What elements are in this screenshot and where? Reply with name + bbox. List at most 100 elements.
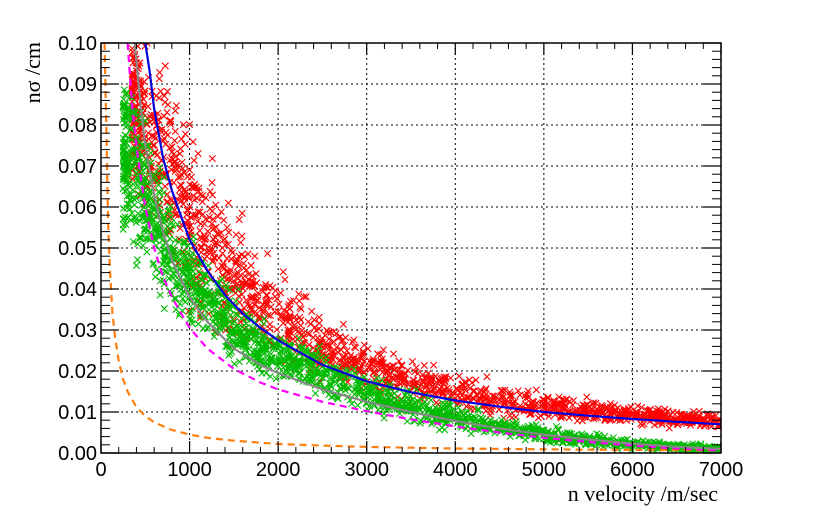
scatter-marker (162, 268, 171, 276)
scatter-marker (328, 347, 336, 356)
scatter-marker (495, 396, 503, 404)
y-tick-label: 0.04 (58, 279, 97, 301)
scatter-marker (201, 232, 209, 240)
scatter-marker (199, 191, 207, 200)
scatter-marker (190, 156, 198, 165)
scatter-marker (130, 159, 138, 167)
scatter-marker (181, 140, 189, 148)
scatter-marker (523, 390, 531, 398)
scatter-marker (677, 411, 685, 419)
scatter-marker (448, 391, 456, 399)
scatter-marker (561, 405, 569, 413)
scatter-marker (141, 235, 150, 243)
scatter-marker (295, 297, 303, 305)
scatter-marker (155, 170, 163, 178)
scatter-marker (212, 301, 220, 309)
scatter-marker (351, 344, 360, 352)
scatter-marker (482, 384, 490, 393)
scatter-marker (354, 401, 362, 409)
scatter-marker (172, 157, 180, 166)
scatter-marker (340, 352, 348, 360)
scatter-marker (439, 389, 447, 397)
x-tick-label: 0 (95, 459, 106, 481)
scatter-marker (196, 269, 204, 278)
scatter-marker (121, 102, 129, 110)
scatter-marker (179, 121, 188, 129)
scatter-marker (267, 353, 276, 362)
scatter-marker (265, 296, 273, 304)
scatter-marker (264, 249, 272, 258)
scatter-marker (511, 398, 519, 406)
scatter-marker (166, 117, 174, 125)
scatter-marker (211, 234, 220, 242)
scatter-marker (357, 352, 366, 360)
scatter-marker (156, 164, 164, 172)
scatter-marker (157, 87, 165, 95)
scatter-marker (386, 363, 394, 371)
scatter-marker (526, 410, 535, 418)
scatter-marker (601, 416, 609, 425)
scatter-marker (176, 192, 184, 200)
scatter-marker (225, 334, 233, 342)
scatter-marker (214, 212, 222, 220)
scatter-marker (569, 397, 578, 405)
scatter-marker (281, 276, 289, 284)
scatter-marker (342, 333, 350, 342)
scatter-marker (378, 376, 386, 384)
scatter-marker (255, 304, 263, 312)
scatter-marker (189, 284, 198, 292)
scatter-marker (283, 355, 291, 364)
y-tick-label: 0.03 (58, 320, 97, 342)
scatter-marker (586, 408, 594, 416)
scatter-marker (461, 386, 470, 394)
scatter-marker (313, 364, 321, 372)
scatter-marker (180, 186, 188, 194)
scatter-marker (552, 422, 561, 431)
scatter-marker (606, 400, 615, 408)
scatter-marker (530, 398, 538, 406)
scatter-marker (144, 129, 152, 137)
scatter-marker (249, 324, 257, 332)
scatter-marker (123, 192, 131, 200)
scatter-marker (187, 222, 195, 230)
scatter-marker (417, 417, 425, 425)
scatter-marker (212, 223, 220, 231)
x-tick-label: 1000 (167, 459, 212, 481)
y-tick-label: 0.10 (58, 33, 97, 55)
scatter-marker (398, 370, 406, 379)
scatter-marker (176, 173, 184, 181)
scatter-marker (171, 164, 179, 172)
scatter-marker (359, 360, 367, 368)
scatter-marker (330, 327, 338, 336)
scatter-marker (579, 405, 587, 413)
scatter-marker (202, 194, 210, 202)
scatter-marker (640, 420, 648, 428)
scatter-marker (140, 227, 148, 235)
scatter-marker (610, 401, 619, 409)
scatter-marker (364, 406, 372, 414)
scatter-marker (119, 138, 128, 146)
scatter-marker (163, 190, 171, 198)
scatter-marker (262, 280, 270, 289)
scatter-marker (286, 305, 294, 313)
scatter-marker (194, 150, 202, 158)
scatter-marker (304, 347, 313, 355)
scatter-marker (189, 258, 197, 266)
scatter-marker (326, 380, 334, 388)
scatter-marker (183, 206, 191, 214)
y-tick-label: 0.08 (58, 115, 97, 137)
scatter-marker (150, 132, 159, 140)
scatter-marker (179, 294, 187, 303)
scatter-marker (506, 388, 514, 396)
scatter-marker (212, 201, 220, 209)
scatter-marker (196, 208, 204, 216)
scatter-marker (242, 296, 250, 304)
scatter-marker (217, 208, 225, 216)
scatter-marker (536, 412, 545, 420)
scatter-marker (563, 395, 571, 403)
scatter-marker (400, 379, 408, 388)
scatter-marker (620, 405, 628, 413)
scatter-marker (171, 137, 179, 145)
scatter-marker (295, 290, 303, 298)
scatter-marker (295, 334, 303, 342)
